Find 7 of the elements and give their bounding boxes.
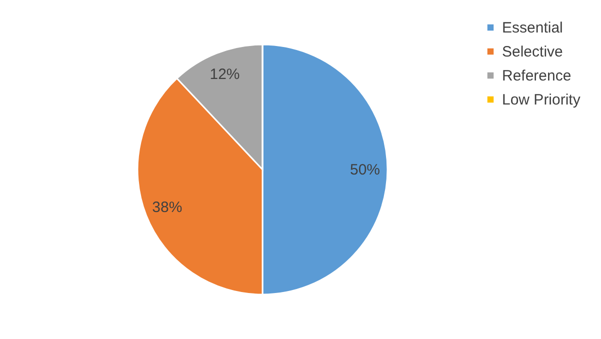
- legend-label: Selective: [502, 44, 563, 60]
- legend-label: Essential: [502, 20, 563, 36]
- legend-label: Low Priority: [502, 92, 581, 108]
- data-label: 12%: [210, 66, 240, 84]
- data-label: 38%: [152, 199, 182, 216]
- legend-label: Reference: [502, 68, 572, 84]
- data-label: 50%: [350, 162, 380, 178]
